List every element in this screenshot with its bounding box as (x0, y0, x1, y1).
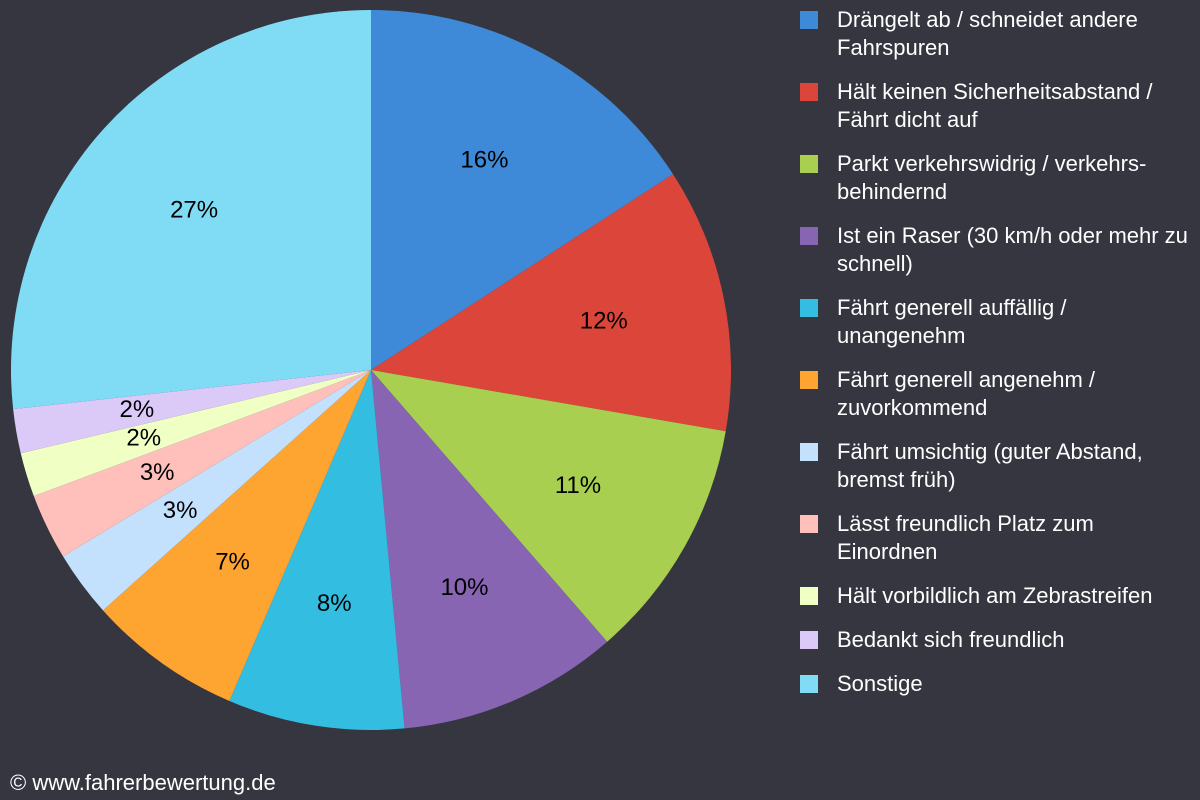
legend-swatch (800, 515, 818, 533)
legend-item: Lässt freundlich Platz zum Einordnen (800, 510, 1195, 566)
legend-item: Fährt generell auffällig / unangenehm (800, 294, 1195, 350)
legend-label: Hält keinen Sicherheitsabstand / Fährt d… (837, 79, 1153, 132)
footer: © www.fahrerbewertung.de (10, 770, 276, 795)
legend-item: Hält keinen Sicherheitsabstand / Fährt d… (800, 78, 1195, 134)
slice-label: 12% (580, 308, 628, 335)
legend-swatch (800, 443, 818, 461)
legend-swatch (800, 675, 818, 693)
legend-label: Fährt generell angenehm / zuvorkommend (837, 367, 1096, 420)
slice-label: 2% (126, 425, 161, 452)
pie-slice (371, 370, 608, 729)
slice-label: 7% (215, 548, 250, 575)
legend-label: Lässt freundlich Platz zum Einordnen (837, 511, 1094, 564)
legend-swatch (800, 155, 818, 173)
pie-slice (10, 10, 371, 410)
legend-swatch (800, 587, 818, 605)
pie-slice (229, 370, 405, 730)
pie-slice (13, 370, 372, 454)
legend-swatch (800, 371, 818, 389)
legend-item: Ist ein Raser (30 km/h oder mehr zu schn… (800, 222, 1195, 278)
pie-slice (63, 370, 371, 611)
legend-item: Bedankt sich freundlich (800, 626, 1195, 654)
pie-slice (371, 370, 726, 642)
legend-swatch (800, 227, 818, 245)
pie-slice (20, 370, 371, 497)
legend-label: Bedankt sich freundlich (837, 627, 1065, 652)
legend-label: Parkt verkehrswidrig / verkehrs-behinder… (837, 151, 1147, 204)
legend-label: Fährt umsichtig (guter Abstand, bremst f… (837, 439, 1143, 492)
legend-swatch (800, 631, 818, 649)
slice-label: 3% (163, 497, 198, 524)
slice-label: 27% (170, 197, 218, 224)
legend-item: Fährt umsichtig (guter Abstand, bremst f… (800, 438, 1195, 494)
legend-label: Sonstige (837, 671, 923, 696)
legend-swatch (800, 11, 818, 29)
legend-label: Hält vorbildlich am Zebrastreifen (837, 583, 1153, 608)
legend-item: Drängelt ab / schneidet andere Fahrspure… (800, 6, 1195, 62)
legend-item: Hält vorbildlich am Zebrastreifen (800, 582, 1195, 610)
legend-item: Fährt generell angenehm / zuvorkommend (800, 366, 1195, 422)
slice-label: 3% (140, 459, 175, 486)
legend-label: Drängelt ab / schneidet andere Fahrspure… (837, 7, 1138, 60)
legend: Drängelt ab / schneidet andere Fahrspure… (800, 6, 1195, 698)
legend-label: Fährt generell auffällig / unangenehm (837, 295, 1067, 348)
slice-label: 16% (460, 147, 508, 174)
pie-chart: 16% 12% 11% 10% 8% 7% 3% 3% 2%2% 27% (10, 10, 732, 730)
legend-swatch (800, 83, 818, 101)
slice-label: 10% (440, 574, 488, 601)
slice-label: 11% (555, 472, 601, 499)
pie-slice (33, 370, 372, 557)
legend-item: Parkt verkehrswidrig / verkehrs-behinder… (800, 150, 1195, 206)
legend-swatch (800, 299, 818, 317)
legend-label: Ist ein Raser (30 km/h oder mehr zu schn… (837, 223, 1188, 276)
slice-label: 8% (317, 590, 352, 617)
pie-slice (102, 370, 371, 701)
pie-slice (371, 10, 674, 370)
legend-item: Sonstige (800, 670, 1195, 698)
pie-slice (371, 174, 732, 432)
slice-label: 2% (120, 396, 155, 423)
